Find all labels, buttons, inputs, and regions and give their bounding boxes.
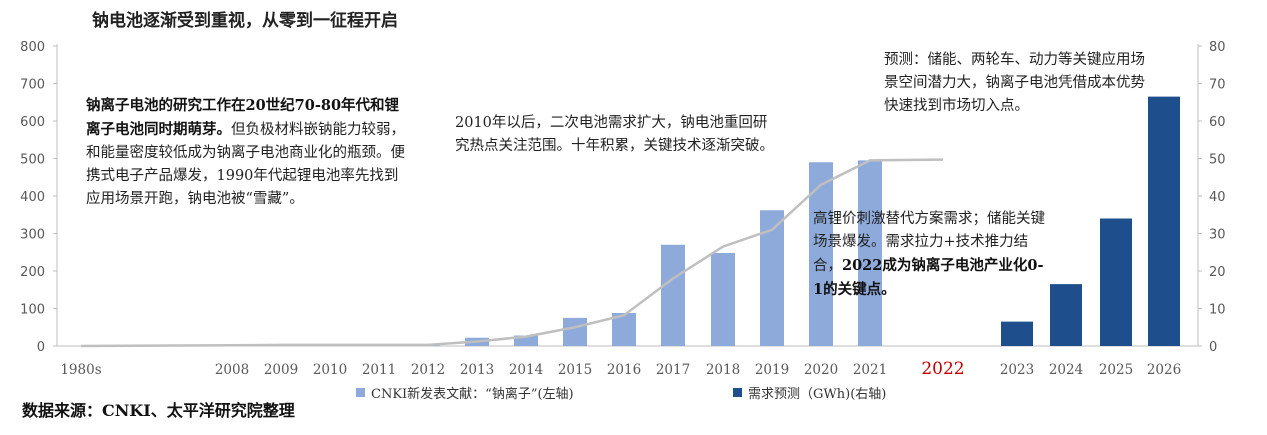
right-tick-label: 60 [1209, 115, 1226, 130]
annotation-early-history: 钠离子电池的研究工作在20世纪70-80年代和锂离子电池同时期萌芽。但负极材料嵌… [86, 94, 408, 211]
annotation-early-history-bold: 钠离子电池的研究工作在20世纪70-80年代和锂离子电池同时期萌芽。 [86, 97, 400, 138]
x-tick-label: 2012 [411, 362, 445, 378]
right-tick-label: 20 [1209, 265, 1226, 280]
x-tick-label: 2022 [921, 359, 964, 379]
annotation-early-history-text: 但负极材料嵌钠能力较弱，和能量密度较低成为钠离子电池商业化的瓶颈。便携式电子产品… [86, 122, 405, 207]
right-tick-label: 70 [1209, 78, 1226, 93]
x-tick-label: 2026 [1147, 362, 1181, 378]
left-tick-label: 0 [37, 340, 45, 355]
bar-demand [1001, 321, 1033, 346]
x-tick-label: 2014 [509, 362, 543, 378]
legend-demand: 需求预测（GWh)(右轴) [733, 383, 886, 402]
right-tick-label: 30 [1209, 228, 1226, 243]
x-tick-label: 2009 [264, 362, 298, 378]
x-tick-label: 2011 [362, 362, 396, 378]
x-tick-label: 2013 [460, 362, 494, 378]
x-tick-label: 2018 [706, 362, 740, 378]
x-tick-label: 2019 [755, 362, 789, 378]
bar-papers [858, 160, 882, 346]
left-tick-label: 100 [20, 303, 45, 318]
annotation-2010s: 2010年以后，二次电池需求扩大，钠电池重回研究热点关注范围。十年积累，关键技术… [455, 112, 781, 158]
right-tick-label: 50 [1209, 153, 1226, 168]
annotation-2022-text: 高锂价刺激替代方案需求；储能关键场景爆发。需求拉力+技术推力结合， [813, 211, 1045, 274]
legend-demand-swatch [733, 388, 742, 397]
left-tick-label: 600 [20, 115, 45, 130]
annotation-forecast: 预测：储能、两轮车、动力等关键应用场景空间潜力大，钠离子电池凭借成本优势快速找到… [884, 49, 1156, 118]
annotation-2010s-text: 2010年以后，二次电池需求扩大，钠电池重回研究热点关注范围。十年积累，关键技术… [455, 115, 774, 154]
x-tick-label: 2010 [313, 362, 347, 378]
bar-papers [711, 253, 735, 346]
legend-papers: CNKI新发表文献：“钠离子”(左轴) [356, 383, 574, 402]
x-tick-label: 2025 [1099, 362, 1133, 378]
left-tick-label: 200 [20, 265, 45, 280]
annotation-2022-bold: 2022成为钠离子电池产业化0-1的关键点。 [813, 257, 1044, 298]
x-tick-label: 2023 [1000, 362, 1034, 378]
bar-demand [1100, 218, 1132, 346]
left-tick-label: 800 [20, 40, 45, 55]
annotation-forecast-text: 预测：储能、两轮车、动力等关键应用场景空间潜力大，钠离子电池凭借成本优势快速找到… [884, 52, 1145, 114]
bar-demand [1050, 284, 1082, 346]
x-tick-label: 2020 [804, 362, 838, 378]
x-tick-label: 2015 [558, 362, 592, 378]
x-tick-label: 1980s [60, 362, 101, 378]
legend-papers-swatch [356, 388, 365, 397]
source-note: 数据来源：CNKI、太平洋研究院整理 [22, 401, 295, 420]
left-tick-label: 700 [20, 78, 45, 93]
x-tick-label: 2024 [1049, 362, 1083, 378]
annotation-2022: 高锂价刺激替代方案需求；储能关键场景爆发。需求拉力+技术推力结合，2022成为钠… [813, 208, 1049, 302]
bar-papers [514, 335, 538, 346]
legend-papers-label: CNKI新发表文献：“钠离子”(左轴) [371, 387, 574, 402]
left-tick-label: 400 [20, 190, 45, 205]
x-tick-label: 2016 [607, 362, 641, 378]
x-tick-label: 2008 [215, 362, 249, 378]
trend-line [80, 158, 944, 348]
bar-papers [661, 244, 685, 346]
bar-papers [612, 313, 636, 346]
right-tick-label: 0 [1209, 340, 1217, 355]
left-tick-label: 500 [20, 153, 45, 168]
right-tick-label: 80 [1209, 40, 1226, 55]
bar-demand [1148, 96, 1180, 346]
left-tick-label: 300 [20, 228, 45, 243]
right-tick-label: 10 [1209, 303, 1226, 318]
legend-demand-label: 需求预测（GWh)(右轴) [748, 387, 887, 402]
bar-papers [563, 317, 587, 346]
x-tick-label: 2017 [656, 362, 690, 378]
x-tick-label: 2021 [853, 362, 887, 378]
chart-title: 钠电池逐渐受到重视，从零到一征程开启 [92, 11, 398, 31]
right-tick-label: 40 [1209, 190, 1226, 205]
